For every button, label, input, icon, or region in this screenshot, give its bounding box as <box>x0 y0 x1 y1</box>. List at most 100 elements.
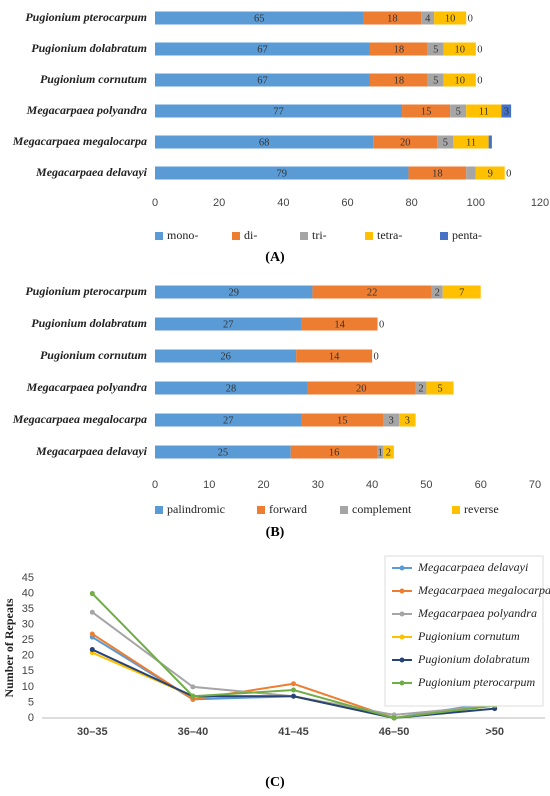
bar-segment <box>301 413 383 427</box>
value-label: 68 <box>259 137 270 148</box>
value-label: 25 <box>218 447 229 458</box>
bar-segment <box>399 413 416 427</box>
bar-segment <box>501 104 512 118</box>
panel-label: (A) <box>265 250 285 265</box>
value-label: 0 <box>506 168 511 179</box>
x-tick-label: 80 <box>406 197 418 209</box>
y-tick-label: 0 <box>28 712 34 724</box>
bar-segment <box>155 445 291 459</box>
x-tick-label: >50 <box>485 726 504 738</box>
category-label: Megacarpaea megalocarpa <box>12 134 147 148</box>
value-label: 0 <box>477 44 482 55</box>
value-label: 5 <box>437 383 442 394</box>
bar-segment <box>155 104 403 118</box>
x-tick-label: 100 <box>467 197 485 209</box>
bar-segment <box>383 445 394 459</box>
bar-segment <box>155 73 370 87</box>
category-label: Megacarpaea delavayi <box>35 165 148 179</box>
value-label: 27 <box>223 319 234 330</box>
bar-segment <box>363 11 422 25</box>
value-label: 10 <box>445 13 456 24</box>
bar-segment <box>475 166 505 180</box>
x-tick-label: 41–45 <box>278 726 309 738</box>
bar-segment <box>155 317 302 331</box>
point <box>190 693 196 699</box>
bar-segment <box>155 413 302 427</box>
bar-segment <box>402 104 451 118</box>
value-label: 0 <box>477 75 482 86</box>
legend-swatch <box>257 506 265 514</box>
x-tick-label: 40 <box>277 197 289 209</box>
point <box>89 631 95 637</box>
value-label: 18 <box>432 168 443 179</box>
value-label: 18 <box>394 75 405 86</box>
bar-segment <box>155 381 307 395</box>
x-tick-label: 0 <box>152 197 158 209</box>
legend-marker <box>399 657 405 663</box>
value-label: 18 <box>394 44 405 55</box>
y-axis-label: Number of Repeats <box>2 598 16 697</box>
bar-segment <box>408 166 467 180</box>
value-label: 26 <box>220 351 231 362</box>
bar-segment <box>488 135 492 149</box>
legend-label: palindromic <box>167 502 225 516</box>
point <box>89 591 95 597</box>
legend-label: Megacarpaea polyandra <box>417 606 537 620</box>
legend-label: forward <box>269 502 307 516</box>
bar-segment <box>312 285 432 299</box>
y-tick-label: 35 <box>22 603 34 615</box>
category-label: Megacarpaea megalocarpa <box>12 412 147 426</box>
y-tick-label: 45 <box>22 572 34 584</box>
value-label: 2 <box>435 287 440 298</box>
value-label: 5 <box>443 137 448 148</box>
legend-label: reverse <box>464 502 499 516</box>
value-label: 65 <box>254 13 265 24</box>
point <box>190 684 196 690</box>
category-label: Pugionium pterocarpum <box>25 10 147 24</box>
value-label: 9 <box>488 168 493 179</box>
bar-segment <box>415 381 427 395</box>
bar-segment <box>373 135 438 149</box>
legend-label: Pugionium dolabratum <box>417 652 530 666</box>
value-label: 29 <box>228 287 239 298</box>
bar-segment <box>466 104 502 118</box>
x-tick-label: 10 <box>203 479 215 491</box>
x-tick-label: 40 <box>366 479 378 491</box>
bar-segment <box>426 381 454 395</box>
value-label: 4 <box>425 13 431 24</box>
value-label: 5 <box>456 106 461 117</box>
panel-label: (C) <box>265 775 285 790</box>
value-label: 3 <box>389 415 394 426</box>
bar-segment <box>155 166 409 180</box>
legend-swatch <box>340 506 348 514</box>
value-label: 27 <box>223 415 234 426</box>
point <box>291 681 296 687</box>
value-label: 15 <box>421 106 432 117</box>
legend-label: Pugionium pterocarpum <box>417 675 536 689</box>
point <box>291 687 296 693</box>
legend-label: tri- <box>312 228 327 242</box>
value-label: 0 <box>379 319 384 330</box>
legend-label: di- <box>244 228 257 242</box>
x-tick-label: 0 <box>152 479 158 491</box>
legend-label: mono- <box>167 228 198 242</box>
bar-segment <box>450 104 467 118</box>
bar-segment <box>421 11 435 25</box>
x-tick-label: 36–40 <box>178 726 209 738</box>
value-label: 11 <box>479 106 489 117</box>
y-tick-label: 30 <box>22 619 34 631</box>
legend-swatch <box>155 232 163 240</box>
point <box>291 693 296 699</box>
value-label: 16 <box>329 447 340 458</box>
value-label: 2 <box>386 447 391 458</box>
bar-segment <box>307 381 416 395</box>
value-label: 10 <box>455 44 466 55</box>
point <box>89 647 95 653</box>
legend-label: tetra- <box>377 228 402 242</box>
x-tick-label: 46–50 <box>379 726 410 738</box>
bar-segment <box>155 42 370 56</box>
value-label: 67 <box>257 44 268 55</box>
bar-segment <box>437 135 454 149</box>
value-label: 10 <box>455 75 466 86</box>
category-label: Megacarpaea delavayi <box>35 444 148 458</box>
